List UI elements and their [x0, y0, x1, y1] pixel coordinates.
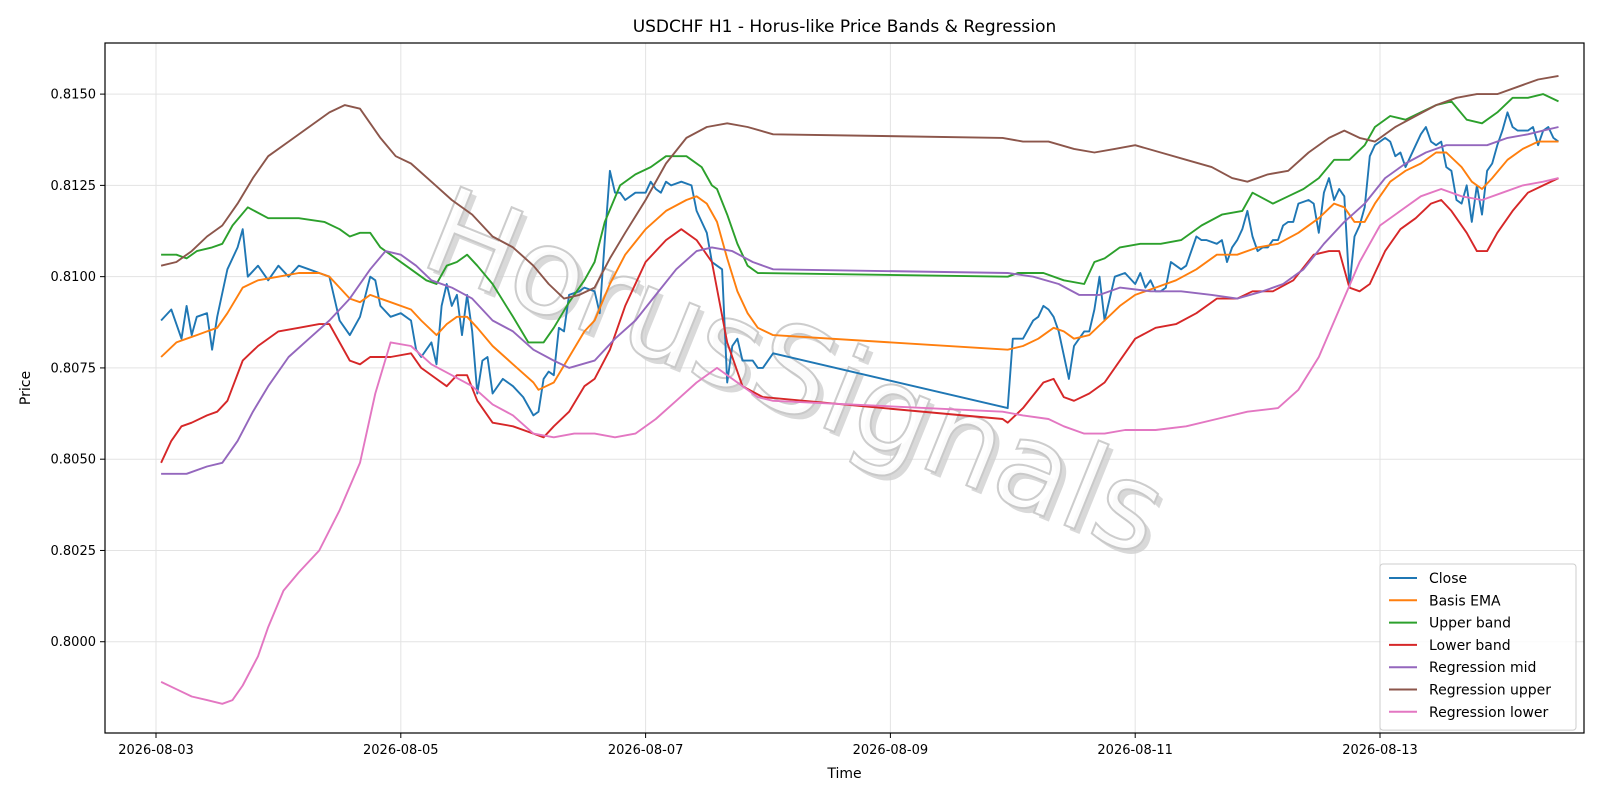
chart-title: USDCHF H1 - Horus-like Price Bands & Reg… — [633, 17, 1057, 37]
series-lines — [160, 74, 1560, 705]
y-tick-label: 0.8050 — [51, 453, 97, 468]
legend-label: Lower band — [1429, 638, 1511, 654]
legend-label: Upper band — [1429, 616, 1511, 632]
legend-label: Regression lower — [1429, 705, 1549, 721]
x-tick-label: 2026-08-03 — [118, 743, 194, 758]
y-axis-label: Price — [18, 371, 34, 405]
legend-label: Basis EMA — [1429, 593, 1501, 609]
x-tick-label: 2026-08-13 — [1342, 743, 1418, 758]
upper-band-line — [161, 93, 1559, 344]
x-tick-label: 2026-08-11 — [1097, 743, 1173, 758]
legend-label: Regression upper — [1429, 683, 1551, 699]
x-axis-label: Time — [826, 766, 861, 782]
basis-ema-line — [160, 140, 1559, 391]
x-tick-label: 2026-08-07 — [608, 743, 684, 758]
regression-lower-line — [160, 177, 1559, 705]
y-tick-label: 0.8100 — [51, 270, 97, 285]
legend-label: Close — [1429, 571, 1467, 587]
lower-band-line — [160, 177, 1559, 464]
regression-upper-line — [160, 74, 1559, 300]
y-tick-label: 0.8125 — [51, 179, 97, 194]
y-axis-ticks: 0.8000 0.8025 0.8050 0.8075 0.8100 0.8125 0.81… — [51, 88, 105, 650]
x-tick-label: 2026-08-05 — [363, 743, 439, 758]
legend-label: Regression mid — [1429, 660, 1536, 676]
x-axis-ticks: 2026-08-03 2026-08-05 2026-08-07 2026-08-09… — [118, 733, 1418, 758]
legend-box — [1379, 563, 1577, 731]
chart-legend: Close Basis EMA Upper band Lower band Regres… — [1379, 563, 1577, 731]
x-tick-label: 2026-08-09 — [853, 743, 929, 758]
regression-mid-line — [161, 126, 1559, 475]
y-tick-label: 0.8025 — [51, 544, 97, 559]
y-tick-label: 0.8000 — [51, 635, 97, 650]
plot-area-frame — [104, 42, 1585, 734]
y-tick-label: 0.8075 — [51, 361, 97, 376]
y-tick-label: 0.8150 — [51, 88, 97, 103]
